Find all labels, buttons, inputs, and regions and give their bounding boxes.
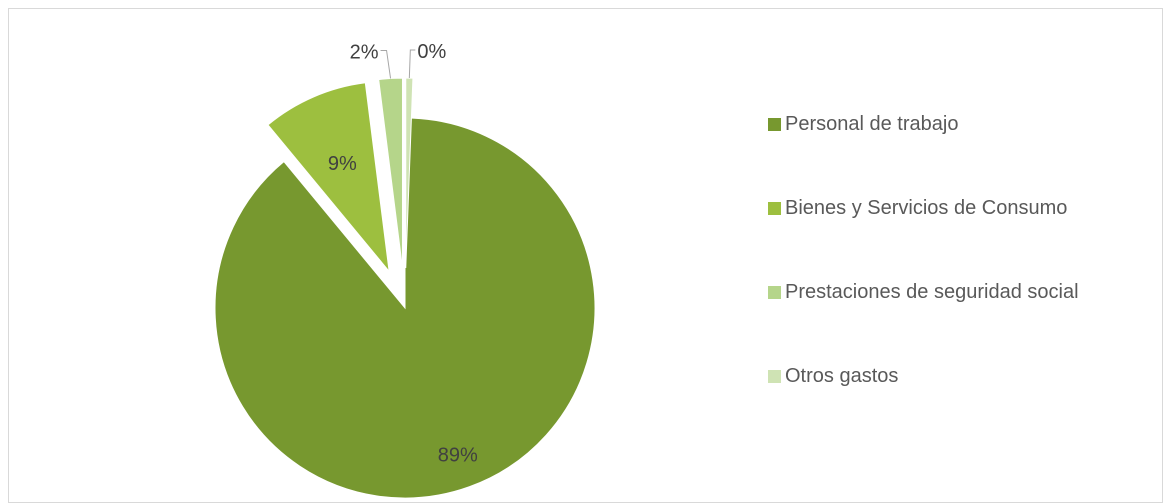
legend-item-bienes-y-servicios: Bienes y Servicios de Consumo [768,194,1067,222]
legend-item-prestaciones: Prestaciones de seguridad social [768,278,1079,306]
pie-slice-1 [267,82,390,273]
legend-item-otros-gastos: Otros gastos [768,362,898,390]
legend-swatch [768,285,781,299]
leader-line-2 [380,49,392,79]
data-label-1: 9% [328,153,357,175]
legend-item-personal-de-trabajo: Personal de trabajo [768,110,958,138]
legend-swatch [768,201,781,215]
data-label-3: 0% [417,41,446,63]
legend-label: Bienes y Servicios de Consumo [785,197,1068,219]
data-label-2: 2% [350,41,379,63]
pie-slice-0 [214,117,596,499]
legend-label: Prestaciones de seguridad social [785,281,1079,303]
leader-line-3 [408,49,416,79]
legend-label: Personal de trabajo [785,113,959,135]
legend-swatch [768,117,781,131]
data-label-0: 89% [438,445,478,467]
legend-label: Otros gastos [785,365,899,387]
legend-swatch [768,369,781,383]
